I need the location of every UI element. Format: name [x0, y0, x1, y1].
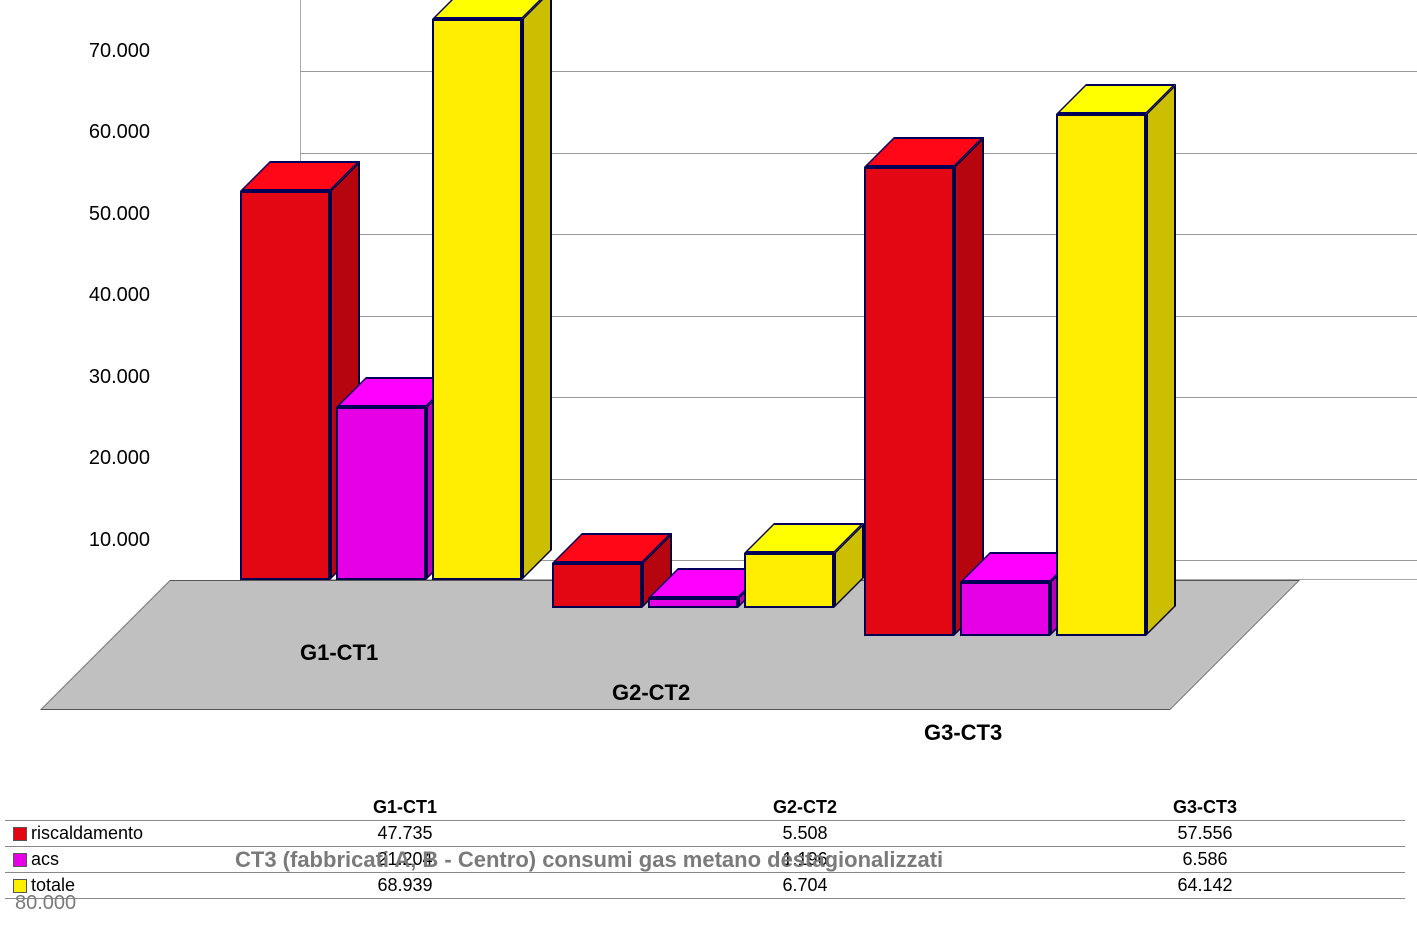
bar-totale-G1-CT1: [432, 19, 522, 580]
y-axis: 010.00020.00030.00040.00050.00060.00070.…: [80, 10, 160, 640]
y-tick-label: 10.000: [80, 529, 150, 552]
table-cell: 64.142: [1005, 873, 1405, 899]
table-cell: 68.939: [205, 873, 605, 899]
table-header-cat1: G1-CT1: [205, 795, 605, 821]
bar-totale-G2-CT2: [744, 553, 834, 608]
legend-swatch: [13, 827, 27, 841]
table-row: totale68.9396.70464.142: [5, 873, 1405, 899]
bar-acs-G1-CT1: [336, 407, 426, 580]
legend-label: riscaldamento: [31, 823, 143, 843]
bar-riscaldamento-G2-CT2: [552, 563, 642, 608]
y-tick-label: 70.000: [80, 40, 150, 63]
overlay-title-fragment: CT3 (fabbricati A, B - Centro) consumi g…: [235, 847, 943, 873]
table-cell: 57.556: [1005, 821, 1405, 847]
x-category-label: G2-CT2: [612, 680, 690, 706]
table-row: riscaldamento 47.7355.50857.556: [5, 821, 1405, 847]
legend-swatch: [13, 853, 27, 867]
x-category-label: G3-CT3: [924, 720, 1002, 746]
overlay-leftover-tick: 80.000: [15, 892, 76, 915]
table-header-cat2: G2-CT2: [605, 795, 1005, 821]
y-tick-label: 20.000: [80, 447, 150, 470]
x-category-label: G1-CT1: [300, 640, 378, 666]
y-tick-label: 40.000: [80, 284, 150, 307]
bar-totale-G3-CT3: [1056, 114, 1146, 636]
legend-cell: riscaldamento: [5, 821, 205, 847]
chart-3d-area: 010.00020.00030.00040.00050.00060.00070.…: [80, 10, 1400, 770]
bar-acs-G2-CT2: [648, 598, 738, 608]
table-cell: 47.735: [205, 821, 605, 847]
y-tick-label: 50.000: [80, 203, 150, 226]
legend-cell: acs: [5, 847, 205, 873]
legend-label: acs: [31, 849, 59, 869]
table-header-cat3: G3-CT3: [1005, 795, 1405, 821]
table-header-blank: [5, 795, 205, 821]
plot-3d: G1-CT1G2-CT2G3-CT3: [170, 10, 1390, 710]
bar-riscaldamento-G3-CT3: [864, 167, 954, 636]
table-cell: 6.586: [1005, 847, 1405, 873]
table-header-row: G1-CT1 G2-CT2 G3-CT3: [5, 795, 1405, 821]
table-cell: 5.508: [605, 821, 1005, 847]
y-tick-label: 30.000: [80, 366, 150, 389]
table-cell: 6.704: [605, 873, 1005, 899]
bar-riscaldamento-G1-CT1: [240, 191, 330, 580]
y-tick-label: 60.000: [80, 121, 150, 144]
bar-acs-G3-CT3: [960, 582, 1050, 636]
